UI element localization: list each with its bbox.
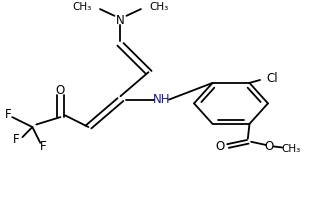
- Text: O: O: [265, 140, 274, 153]
- Text: O: O: [56, 84, 65, 97]
- Text: N: N: [116, 14, 125, 27]
- Text: F: F: [40, 139, 46, 153]
- Text: CH₃: CH₃: [149, 2, 169, 12]
- Text: CH₃: CH₃: [282, 143, 301, 154]
- Text: NH: NH: [153, 93, 171, 106]
- Text: F: F: [5, 108, 12, 122]
- Text: CH₃: CH₃: [72, 2, 91, 12]
- Text: Cl: Cl: [267, 72, 278, 85]
- Text: O: O: [215, 140, 225, 153]
- Text: F: F: [13, 133, 20, 146]
